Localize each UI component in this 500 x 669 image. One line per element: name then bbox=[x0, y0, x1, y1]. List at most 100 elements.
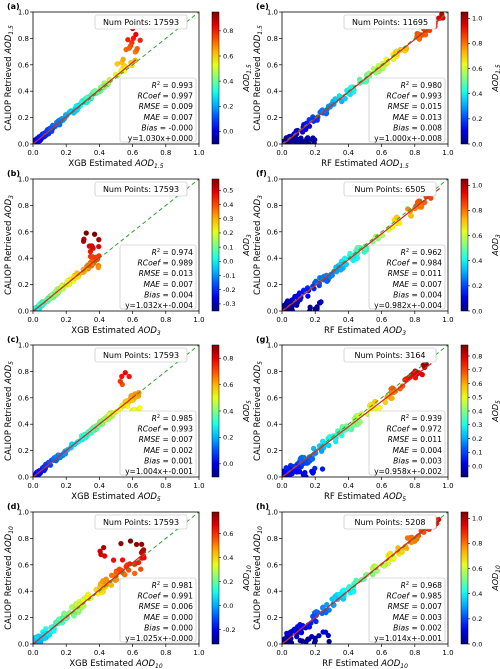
fit-line bbox=[33, 256, 100, 311]
stat-value: = 0.007 bbox=[160, 435, 193, 444]
y-tick-label: 0.4 bbox=[18, 421, 30, 429]
colorbar-tick-label: 0.5 bbox=[223, 187, 233, 195]
colorbar-tick-label: 0.0 bbox=[223, 602, 233, 610]
colorbar-label-aod: AOD bbox=[242, 404, 251, 423]
stat-value: = 0.939 bbox=[409, 414, 442, 423]
data-point bbox=[307, 304, 313, 311]
x-axis-label-sub: 3 bbox=[402, 330, 406, 337]
y-tick-label: 0.2 bbox=[267, 114, 278, 122]
y-tick-label: 0.4 bbox=[18, 588, 30, 596]
data-point bbox=[61, 610, 68, 617]
stat-value: = 0.007 bbox=[409, 602, 442, 611]
stat-row: MAE = 0.013 bbox=[393, 113, 443, 122]
y-tick-label: 0.0 bbox=[18, 641, 29, 649]
y-axis-label: CALIOP Retrieved AOD5 bbox=[253, 361, 264, 461]
stat-row: MAE = 0.002 bbox=[144, 446, 194, 455]
stat-row: RMSE = 0.007 bbox=[139, 435, 194, 444]
stat-name: MAE bbox=[144, 280, 161, 289]
num-points-bg bbox=[343, 347, 437, 363]
stat-value: = 0.985 bbox=[160, 414, 193, 423]
stat-fit: y=0.982x+-0.004 bbox=[374, 301, 442, 310]
x-tick-label: 0.4 bbox=[343, 316, 355, 324]
stat-row: MAE = 0.004 bbox=[393, 446, 443, 455]
colorbar-tick-label: 1.0 bbox=[472, 515, 482, 523]
data-point bbox=[119, 557, 126, 563]
stat-name: R bbox=[401, 81, 406, 90]
data-point bbox=[382, 399, 389, 406]
one-to-one-line bbox=[282, 12, 448, 144]
data-point bbox=[52, 291, 58, 298]
stat-sup: 2 bbox=[406, 81, 409, 87]
colorbar-label-sub: 10 bbox=[246, 565, 253, 573]
stat-row: Bias = 0.003 bbox=[393, 456, 442, 465]
data-point bbox=[323, 609, 329, 616]
data-point bbox=[310, 135, 316, 141]
stat-row: Bias = 0.002 bbox=[393, 623, 442, 632]
num-points-bg bbox=[94, 347, 188, 363]
stat-name: MAE bbox=[144, 113, 161, 122]
data-point bbox=[127, 538, 134, 544]
x-tick-label: 0.6 bbox=[376, 149, 388, 157]
stat-row: RMSE = 0.006 bbox=[139, 602, 194, 611]
stat-row: RMSE = 0.015 bbox=[388, 102, 443, 111]
num-points-bg bbox=[94, 181, 188, 197]
y-tick-label: 1.0 bbox=[267, 509, 278, 517]
colorbar-tick-label: 0.6 bbox=[472, 65, 482, 73]
num-points-text: Num Points: 3164 bbox=[354, 351, 425, 360]
colorbar-tick-label: 1.0 bbox=[472, 182, 482, 190]
stat-row: R2 = 0.985 bbox=[152, 414, 194, 423]
y-tick-label: 0.0 bbox=[267, 641, 278, 649]
stat-sup: 2 bbox=[157, 414, 160, 420]
y-axis-label-aod: AOD bbox=[4, 198, 14, 219]
stat-name: Bias bbox=[141, 123, 157, 132]
stat-row: MAE = 0.007 bbox=[393, 280, 443, 289]
data-point bbox=[134, 45, 141, 52]
colorbar-tick-label: 0.6 bbox=[223, 530, 233, 538]
colorbar-tick-label: 0.2 bbox=[223, 103, 233, 111]
stat-value: = 0.985 bbox=[409, 592, 442, 601]
y-axis-label-text: CALIOP Retrieved bbox=[253, 218, 263, 295]
colorbar-label-aod: AOD bbox=[242, 74, 251, 93]
data-point bbox=[355, 412, 361, 419]
data-point bbox=[313, 618, 319, 625]
x-tick-label: 1.0 bbox=[442, 316, 453, 324]
data-point bbox=[350, 257, 357, 264]
x-axis-label: XGB Estimated AOD5 bbox=[71, 492, 161, 503]
y-tick-label: 0.2 bbox=[18, 614, 29, 622]
y-tick-label: 0.2 bbox=[18, 114, 29, 122]
num-points-text: Num Points: 17593 bbox=[103, 185, 179, 194]
x-tick-label: 0.4 bbox=[94, 149, 106, 157]
colorbar-tick-label: -0.1 bbox=[223, 272, 236, 280]
num-points-bg bbox=[94, 14, 188, 30]
data-point bbox=[338, 98, 345, 105]
y-axis-label-text: CALIOP Retrieved bbox=[253, 54, 263, 131]
data-point bbox=[83, 230, 90, 236]
num-points-box: Num Points: 5208 bbox=[343, 514, 437, 530]
colorbar-label: AOD5 bbox=[242, 400, 253, 423]
stat-value: = 0.974 bbox=[160, 248, 193, 257]
stat-value: = 0.968 bbox=[409, 581, 442, 590]
stat-name: RCoef bbox=[137, 592, 161, 601]
stat-row: RCoef = 0.993 bbox=[137, 425, 193, 434]
stat-value: = 0.989 bbox=[160, 259, 193, 268]
y-tick-label: 0.8 bbox=[267, 35, 278, 43]
stat-fit: y=1.014x+-0.001 bbox=[374, 634, 442, 643]
num-points-text: Num Points: 5208 bbox=[354, 518, 425, 527]
stat-name: Bias bbox=[393, 290, 409, 299]
y-tick-label: 0.0 bbox=[267, 141, 278, 149]
x-axis-label-text: RF Estimated bbox=[322, 659, 381, 669]
colorbar bbox=[460, 511, 469, 645]
colorbar-label-aod: AOD bbox=[491, 573, 500, 592]
colorbar-tick-label: 0.6 bbox=[472, 380, 482, 388]
y-tick-label: 0.6 bbox=[267, 61, 279, 69]
colorbar-label-sub: 3 bbox=[246, 234, 253, 238]
stat-sup: 2 bbox=[157, 581, 160, 587]
y-axis-label-text: CALIOP Retrieved bbox=[253, 553, 263, 630]
stat-name: R bbox=[152, 248, 157, 257]
colorbar-tick-label: 0.5 bbox=[472, 394, 482, 402]
data-point bbox=[122, 571, 128, 578]
data-point bbox=[310, 445, 317, 452]
colorbar-tick-label: 0.8 bbox=[472, 207, 482, 215]
